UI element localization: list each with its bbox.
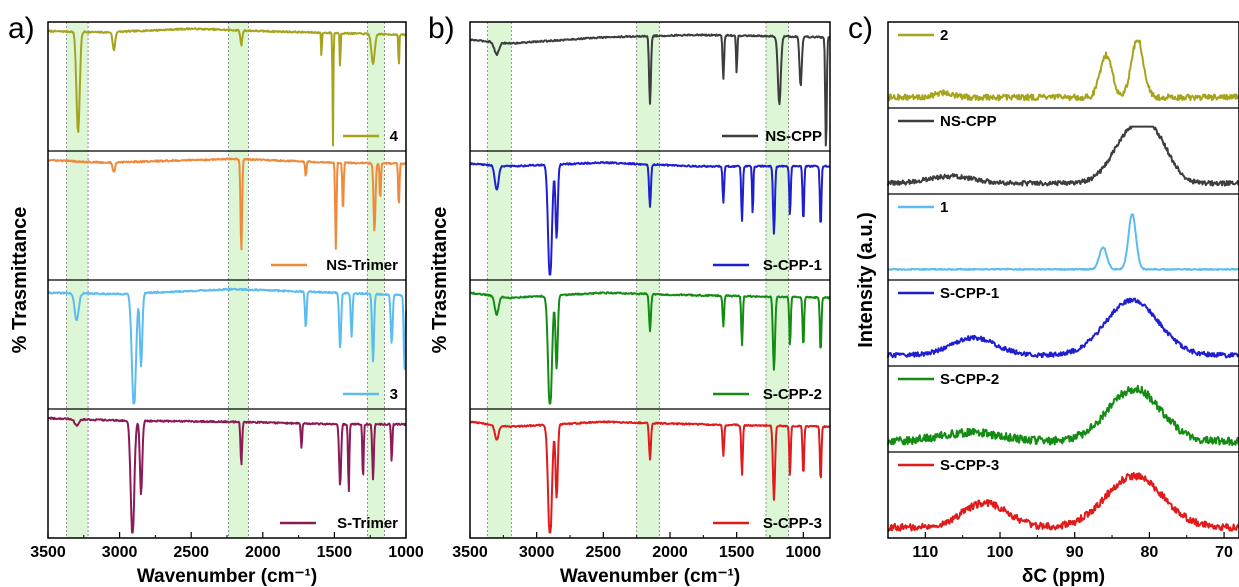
x-tick-label: 110 [912,544,938,561]
series-line [887,472,1239,532]
x-tick-label: 2500 [173,544,209,561]
legend-label: S-CPP-2 [940,371,999,388]
legend-label: NS-CPP [765,128,822,145]
x-tick-label: 2000 [245,544,281,561]
series-line [469,33,831,147]
legend-label: S-CPP-3 [763,515,822,532]
x-tick-label: 1000 [388,544,424,561]
x-axis-label: Wavenumber (cm⁻¹) [560,566,740,587]
y-axis-label: % Trasmittance [429,207,451,354]
legend-label: S-CPP-1 [940,285,999,302]
legend-label: NS-Trimer [326,257,398,274]
x-tick-label: 2000 [652,544,688,561]
plot-frame [887,21,1239,539]
x-tick-label: 3500 [30,544,66,561]
x-tick-label: 3500 [452,544,488,561]
legend-label: S-CPP-2 [763,386,822,403]
series-line [469,291,831,405]
panel-2: 2 NS-CPP 1 S-CPP-1 S-CPP-2 S-CPP-3 110 100 90 80 7… [848,12,1239,587]
series-line [887,384,1239,447]
panel-letter: a) [8,12,35,45]
legend-label: NS-CPP [940,113,997,130]
series-line [469,420,831,534]
x-tick-label: 3000 [102,544,138,561]
series-line [47,157,407,251]
y-axis-label: Intensity (a.u.) [855,212,877,348]
legend-label: 4 [390,128,399,145]
panel-0: 4 NS-Trimer 3 S-Trimer 3500 3000 2500 2000 1500 1… [8,12,424,587]
series-line [47,27,407,147]
plot-frame [469,21,831,539]
x-tick-label: 3000 [519,544,555,561]
legend-label: S-Trimer [337,515,398,532]
x-axis-label: Wavenumber (cm⁻¹) [137,566,317,587]
legend-label: S-CPP-3 [940,457,999,474]
x-axis-label: δC (ppm) [1022,566,1105,587]
legend-label: 3 [390,386,398,403]
panel-letter: b) [428,12,455,45]
series-line [887,213,1239,271]
series-line [887,125,1239,187]
x-tick-label: 1500 [719,544,755,561]
x-tick-label: 1500 [317,544,353,561]
series-line [47,287,407,405]
series-line [887,39,1239,102]
x-tick-label: 90 [1066,544,1084,561]
y-axis-label: % Trasmittance [9,207,31,354]
x-tick-label: 100 [987,544,1014,561]
legend-label: 1 [940,199,948,216]
x-tick-label: 2500 [586,544,622,561]
series-line [469,161,831,276]
legend-label: 2 [940,27,948,44]
x-tick-label: 1000 [786,544,822,561]
series-line [887,297,1239,359]
legend-label: S-CPP-1 [763,257,822,274]
x-tick-label: 70 [1215,544,1233,561]
panel-1: NS-CPP S-CPP-1 S-CPP-2 S-CPP-3 3500 3000 2500 2… [428,12,831,587]
panel-letter: c) [848,12,873,45]
x-tick-label: 80 [1140,544,1158,561]
series-line [47,416,407,534]
